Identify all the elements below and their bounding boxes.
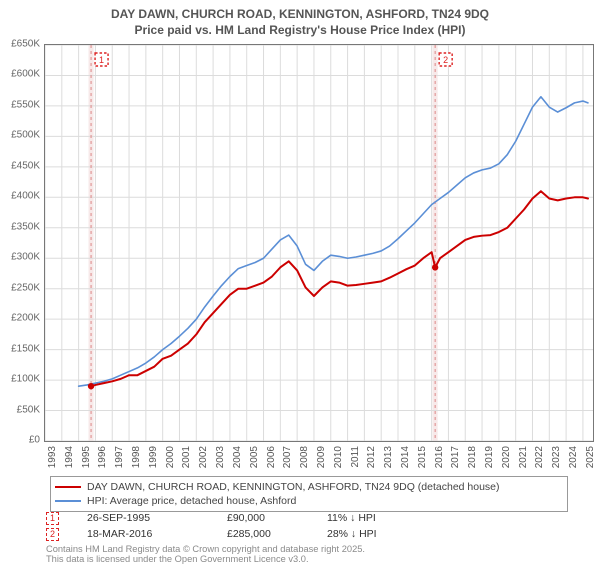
x-tick-label: 1994 — [64, 446, 75, 468]
legend-label-price-paid: DAY DAWN, CHURCH ROAD, KENNINGTON, ASHFO… — [87, 480, 500, 494]
x-tick-label: 2015 — [417, 446, 428, 468]
y-tick-label: £200K — [11, 313, 40, 324]
legend-swatch-price-paid — [55, 486, 81, 488]
svg-text:1: 1 — [99, 55, 104, 65]
title-line-1: DAY DAWN, CHURCH ROAD, KENNINGTON, ASHFO… — [0, 6, 600, 22]
sale-marker-1-icon: 1 — [46, 512, 59, 525]
x-tick-label: 1996 — [97, 446, 108, 468]
x-axis: 1993 1994 1995 1996 1997 1998 1999 2000 2001 2002… — [44, 444, 594, 480]
y-tick-label: £150K — [11, 343, 40, 354]
x-tick-label: 1998 — [131, 446, 142, 468]
y-tick-label: £0 — [29, 435, 40, 446]
x-tick-label: 2009 — [316, 446, 327, 468]
x-tick-label: 2002 — [198, 446, 209, 468]
attribution-line-2: This data is licensed under the Open Gov… — [46, 554, 309, 564]
x-tick-label: 2017 — [450, 446, 461, 468]
x-tick-label: 1995 — [81, 446, 92, 468]
x-tick-label: 2018 — [467, 446, 478, 468]
y-tick-label: £650K — [11, 39, 40, 50]
x-tick-label: 2004 — [232, 446, 243, 468]
sale-1-delta: 11% ↓ HPI — [327, 512, 447, 524]
attribution-line-1: Contains HM Land Registry data © Crown c… — [46, 544, 365, 554]
x-tick-label: 2011 — [350, 446, 361, 468]
x-tick-label: 2008 — [299, 446, 310, 468]
chart-title: DAY DAWN, CHURCH ROAD, KENNINGTON, ASHFO… — [0, 0, 600, 38]
x-tick-label: 2021 — [518, 446, 529, 468]
sale-1-date: 26-SEP-1995 — [87, 512, 227, 524]
y-tick-label: £100K — [11, 374, 40, 385]
sale-2-delta: 28% ↓ HPI — [327, 528, 447, 540]
x-tick-label: 2019 — [484, 446, 495, 468]
sale-row-1: 1 26-SEP-1995 £90,000 11% ↓ HPI — [46, 510, 576, 526]
y-tick-label: £300K — [11, 252, 40, 263]
x-tick-label: 2003 — [215, 446, 226, 468]
title-line-2: Price paid vs. HM Land Registry's House … — [0, 22, 600, 38]
y-axis: £0£50K£100K£150K£200K£250K£300K£350K£400… — [0, 44, 42, 442]
x-tick-label: 2007 — [282, 446, 293, 468]
x-tick-label: 2005 — [249, 446, 260, 468]
x-tick-label: 2022 — [534, 446, 545, 468]
plot-svg: 12 — [45, 45, 593, 441]
y-tick-label: £350K — [11, 221, 40, 232]
x-tick-label: 1997 — [114, 446, 125, 468]
x-tick-label: 2006 — [266, 446, 277, 468]
x-tick-label: 2025 — [585, 446, 596, 468]
x-tick-label: 2001 — [181, 446, 192, 468]
legend-row-price-paid: DAY DAWN, CHURCH ROAD, KENNINGTON, ASHFO… — [55, 480, 563, 494]
x-tick-label: 2010 — [333, 446, 344, 468]
x-tick-label: 2016 — [434, 446, 445, 468]
x-tick-label: 2000 — [165, 446, 176, 468]
x-tick-label: 2024 — [568, 446, 579, 468]
plot-wrap: 12 — [44, 44, 594, 442]
y-tick-label: £250K — [11, 282, 40, 293]
sale-1-price: £90,000 — [227, 512, 327, 524]
legend-row-hpi: HPI: Average price, detached house, Ashf… — [55, 494, 563, 508]
x-tick-label: 2020 — [501, 446, 512, 468]
y-tick-label: £400K — [11, 191, 40, 202]
sale-row-2: 2 18-MAR-2016 £285,000 28% ↓ HPI — [46, 526, 576, 542]
x-tick-label: 2012 — [366, 446, 377, 468]
legend-label-hpi: HPI: Average price, detached house, Ashf… — [87, 494, 296, 508]
sale-markers-table: 1 26-SEP-1995 £90,000 11% ↓ HPI 2 18-MAR… — [46, 510, 576, 542]
svg-text:2: 2 — [443, 55, 448, 65]
x-tick-label: 1993 — [47, 446, 58, 468]
x-tick-label: 1999 — [148, 446, 159, 468]
y-tick-label: £500K — [11, 130, 40, 141]
plot-area: 12 — [44, 44, 594, 442]
legend: DAY DAWN, CHURCH ROAD, KENNINGTON, ASHFO… — [50, 476, 568, 512]
sale-marker-2-icon: 2 — [46, 528, 59, 541]
y-tick-label: £450K — [11, 160, 40, 171]
sale-2-date: 18-MAR-2016 — [87, 528, 227, 540]
x-tick-label: 2013 — [383, 446, 394, 468]
x-tick-label: 2014 — [400, 446, 411, 468]
x-tick-label: 2023 — [551, 446, 562, 468]
chart-container: DAY DAWN, CHURCH ROAD, KENNINGTON, ASHFO… — [0, 0, 600, 560]
attribution: Contains HM Land Registry data © Crown c… — [46, 544, 365, 564]
y-tick-label: £50K — [17, 404, 40, 415]
sale-2-price: £285,000 — [227, 528, 327, 540]
y-tick-label: £550K — [11, 99, 40, 110]
legend-swatch-hpi — [55, 500, 81, 502]
y-tick-label: £600K — [11, 69, 40, 80]
